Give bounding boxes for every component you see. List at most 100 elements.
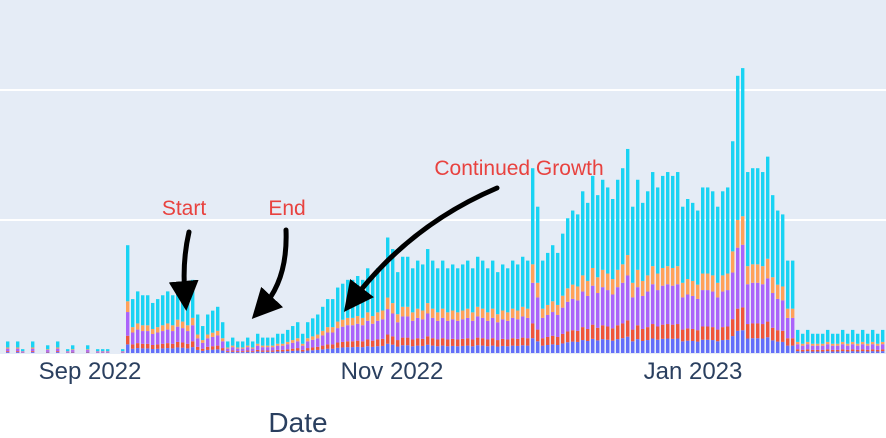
- bar-segment: [171, 325, 175, 332]
- bar-segment: [176, 347, 180, 353]
- bar-segment: [566, 288, 570, 302]
- bar-segment: [236, 348, 240, 352]
- bar-segment: [366, 346, 370, 353]
- bar-segment: [346, 317, 350, 326]
- bar-segment: [731, 141, 735, 252]
- bar-segment: [6, 351, 10, 353]
- bar-segment: [706, 187, 710, 274]
- x-axis-title: Date: [268, 407, 327, 438]
- bar-segment: [331, 327, 335, 333]
- bar-segment: [281, 345, 285, 350]
- bar-segment: [676, 266, 680, 285]
- bar-segment: [606, 326, 610, 340]
- bar-segment: [681, 329, 685, 342]
- bar-segment: [401, 337, 405, 346]
- bar-segment: [871, 344, 875, 350]
- bar-segment: [336, 347, 340, 353]
- bar-segment: [866, 343, 870, 346]
- bar-segment: [161, 325, 165, 332]
- bar-segment: [216, 345, 220, 350]
- annotation-start: Start: [162, 197, 206, 311]
- bar-segment: [386, 309, 390, 335]
- bar-segment: [186, 325, 190, 332]
- bar-segment: [221, 338, 225, 342]
- bar-segment: [741, 216, 745, 245]
- bar-segment: [336, 342, 340, 348]
- bar-segment: [196, 314, 200, 335]
- bar-segment: [546, 344, 550, 353]
- bar-segment: [241, 352, 245, 353]
- x-axis: Sep 2022 Nov 2022 Jan 2023 Date: [39, 358, 743, 438]
- bar-segment: [86, 352, 90, 353]
- bar-segment: [141, 325, 145, 332]
- bar-segment: [436, 268, 440, 313]
- bar-segment: [261, 345, 265, 348]
- bar-segment: [501, 310, 505, 320]
- bar-segment: [446, 320, 450, 340]
- bar-segment: [466, 317, 470, 339]
- bar-segment: [136, 291, 140, 324]
- bar-segment: [621, 338, 625, 353]
- bar-segment: [861, 341, 865, 345]
- bar-segment: [276, 351, 280, 353]
- bar-segment: [151, 349, 155, 353]
- bar-segment: [481, 317, 485, 339]
- bar-segment: [491, 260, 495, 309]
- bar-segment: [361, 341, 365, 348]
- bar-segment: [266, 345, 270, 348]
- bar-segment: [876, 349, 880, 352]
- bar-segment: [206, 346, 210, 350]
- bar-segment: [206, 349, 210, 353]
- bar-segment: [726, 339, 730, 353]
- bar-segment: [291, 348, 295, 351]
- bar-segment: [146, 295, 150, 326]
- bar-segment: [476, 316, 480, 338]
- bar-segment: [866, 345, 870, 350]
- bar-segment: [166, 348, 170, 353]
- bar-segment: [411, 320, 415, 340]
- bar-segment: [666, 266, 670, 285]
- bar-segment: [831, 351, 835, 353]
- bar-segment: [511, 345, 515, 353]
- bar-segment: [401, 345, 405, 353]
- bar-segment: [741, 244, 745, 308]
- bar-segment: [236, 351, 240, 353]
- bar-segment: [596, 277, 600, 294]
- bar-segment: [301, 345, 305, 350]
- bar-segment: [516, 338, 520, 346]
- bar-segment: [291, 340, 295, 343]
- bar-segment: [761, 172, 765, 267]
- bar-segment: [456, 268, 460, 313]
- bar-segment: [146, 325, 150, 332]
- bar-segment: [401, 316, 405, 338]
- bar-segment: [346, 347, 350, 353]
- bar-segment: [226, 341, 230, 348]
- bar-segment: [176, 341, 180, 348]
- bar-segment: [46, 350, 50, 352]
- bar-segment: [851, 349, 855, 352]
- bar-segment: [781, 330, 785, 342]
- bar-segment: [571, 298, 575, 331]
- bar-segment: [656, 273, 660, 291]
- bar-segment: [846, 345, 850, 350]
- bar-segment: [816, 345, 820, 350]
- bar-segment: [376, 320, 380, 340]
- bar-segment: [71, 345, 75, 350]
- bar-segment: [121, 349, 125, 352]
- bar-segment: [351, 325, 355, 342]
- bar-segment: [611, 328, 615, 341]
- bar-segment: [716, 297, 720, 330]
- bar-segment: [331, 332, 335, 345]
- bar-segment: [686, 328, 690, 341]
- bar-segment: [451, 345, 455, 353]
- bar-segment: [451, 319, 455, 339]
- bar-segment: [651, 266, 655, 285]
- bar-segment: [271, 337, 275, 346]
- bar-segment: [421, 264, 425, 311]
- bar-segment: [441, 260, 445, 309]
- bar-segment: [276, 349, 280, 352]
- bar-segment: [511, 260, 515, 309]
- bar-segment: [571, 210, 575, 285]
- bar-segment: [601, 179, 605, 270]
- bar-segment: [331, 344, 335, 349]
